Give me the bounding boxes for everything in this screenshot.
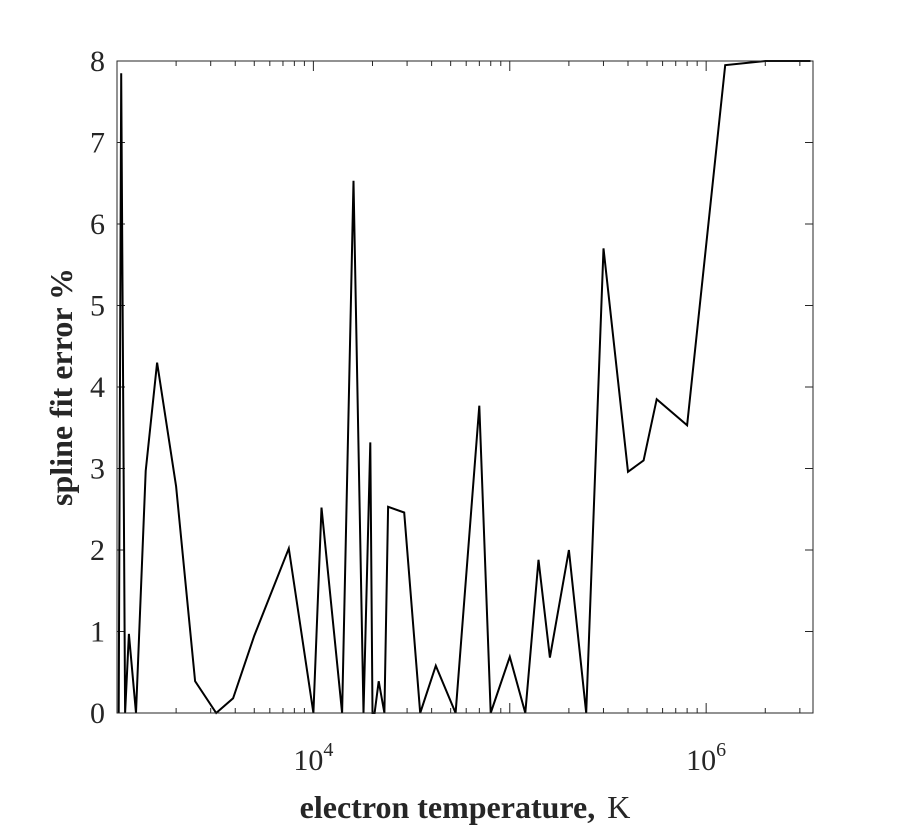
y-tick-label-0: 0: [90, 697, 105, 730]
x-axis-title-text: electron temperature,: [300, 789, 596, 825]
y-tick-labels: 0 1 2 3 4 5 6 7 8: [90, 45, 105, 730]
x-tick-label-base-1: 10: [686, 744, 716, 777]
x-tick-label-base-0: 10: [293, 744, 323, 777]
y-tick-label-8: 8: [90, 45, 105, 78]
y-axis-title: spline fit error %: [43, 268, 79, 506]
y-tick-label-2: 2: [90, 534, 105, 567]
y-tick-label-5: 5: [90, 290, 105, 323]
x-axis-title: electron temperature, K: [300, 789, 631, 825]
x-tick-label-exp-1: 6: [716, 739, 726, 761]
y-tick-label-7: 7: [90, 127, 105, 160]
x-tick-label-exp-0: 4: [323, 739, 333, 761]
x-tick-label-1: 106: [686, 739, 726, 777]
y-tick-label-4: 4: [90, 371, 105, 404]
x-tick-label-0: 104: [293, 739, 333, 777]
y-tick-label-6: 6: [90, 208, 105, 241]
plot-background: [117, 61, 813, 713]
x-axis-unit: K: [607, 789, 630, 825]
y-tick-label-3: 3: [90, 453, 105, 486]
x-tick-labels: 104 106: [293, 739, 726, 777]
plot-frame: [116, 60, 814, 714]
y-tick-label-1: 1: [90, 616, 105, 649]
